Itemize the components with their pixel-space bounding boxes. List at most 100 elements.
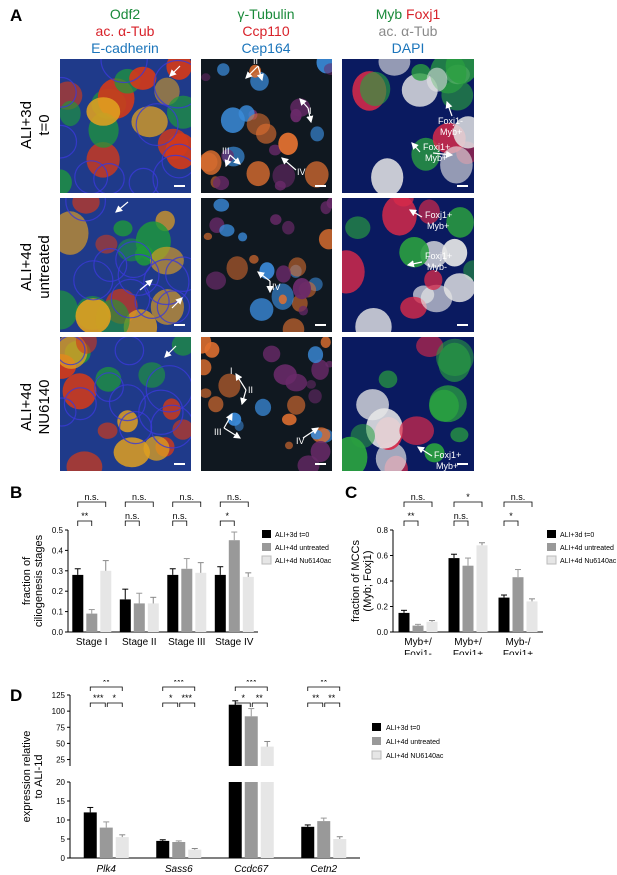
y-tick-label: 0.2: [52, 587, 64, 596]
bar: [167, 574, 179, 632]
cell-blob: [399, 237, 430, 268]
cell-blob: [60, 290, 78, 330]
cell-border: [128, 167, 159, 193]
category-label: Stage III: [168, 637, 205, 648]
significance-bracket: [77, 520, 93, 526]
cell-border: [63, 387, 97, 421]
cell-blob: [342, 436, 368, 471]
cell-border: [94, 372, 124, 402]
y-tick-label: 50: [56, 739, 65, 748]
annotation-label: II: [248, 385, 253, 395]
cell-border: [60, 124, 78, 159]
cell-border: [150, 404, 191, 449]
significance-bracket: [124, 520, 140, 526]
cell-blob: [269, 144, 282, 156]
significance-label: ***: [246, 680, 257, 687]
micrograph-image: [342, 198, 474, 332]
cell-blob: [86, 142, 120, 178]
significance-label: n.s.: [132, 492, 147, 502]
significance-bracket: [179, 702, 196, 707]
category-label: Myb-/: [506, 637, 531, 648]
micrograph-image: [342, 337, 474, 471]
category-label: Myb+/: [404, 637, 432, 648]
cell-blob: [416, 337, 444, 357]
annotation-label: Myb+: [436, 461, 458, 471]
header-line: Myb Foxj1: [342, 6, 474, 23]
header-part: Myb: [375, 6, 407, 22]
cell-blob: [429, 385, 467, 423]
bar: [317, 821, 331, 858]
significance-label: ***: [173, 680, 184, 687]
significance-bracket: [89, 702, 106, 707]
micrograph-image: [201, 59, 332, 193]
cell-border: [143, 258, 190, 306]
header-part: Foxj1: [406, 6, 441, 22]
annotation-label: IV: [272, 282, 281, 292]
significance-label: n.s.: [227, 492, 242, 502]
cell-blob: [276, 265, 291, 283]
cell-blob: [273, 364, 297, 385]
legend-label: ALI+3d t=0: [560, 532, 594, 539]
cell-blob: [307, 346, 324, 364]
cell-blob: [274, 180, 286, 191]
y-tick-label: 100: [52, 707, 66, 716]
significance-label: ***: [181, 693, 192, 703]
micrograph-r3c1: [60, 337, 191, 471]
cell-blob: [323, 63, 332, 75]
cell-border: [152, 154, 191, 193]
cell-blob: [320, 201, 332, 215]
y-axis-label-line: fraction of: [21, 556, 33, 605]
cell-border: [153, 59, 191, 109]
chart-d: 0 5 10 15 20 25 50 75 100 125 expression relativet…: [21, 680, 444, 875]
legend-swatch: [371, 750, 382, 760]
panel-c-label: C: [345, 483, 358, 502]
legend-swatch: [262, 530, 271, 538]
y-axis-label-line: fraction of MCCs: [350, 540, 362, 622]
significance-label: **: [256, 693, 264, 703]
annotation-label: III: [214, 427, 222, 437]
cell-blob: [411, 64, 431, 81]
header-line: Cep164: [241, 40, 291, 56]
significance-label: **: [312, 693, 320, 703]
header-line: γ-Tubulin: [237, 6, 295, 22]
y-tick-label: 0.0: [52, 628, 64, 637]
cell-blob: [355, 308, 392, 332]
significance-bracket: [77, 501, 107, 507]
y-axis-label-line: to ALI-1d: [33, 754, 45, 798]
cell-border: [161, 143, 191, 179]
category-label: Stage IV: [215, 637, 254, 648]
significance-label: *: [112, 693, 116, 703]
significance-bracket: [162, 702, 179, 707]
cell-blob: [424, 443, 445, 463]
legend-label: ALI+3d t=0: [275, 532, 309, 539]
cell-blob: [382, 198, 417, 236]
cell-blob: [171, 337, 191, 356]
category-label: Stage I: [76, 637, 108, 648]
bar: [512, 577, 524, 632]
y-tick-label: 15: [56, 797, 65, 806]
y-tick-label: 0.2: [377, 603, 389, 612]
cell-blob: [378, 59, 411, 76]
column-header-3: Myb Foxj1 ac. α-Tub DAPI: [342, 6, 474, 57]
chart-b: 0.0 0.1 0.2 0.3 0.4 0.5 fraction ofciliogenesi…: [21, 492, 332, 648]
cell-blob: [201, 73, 211, 82]
bar: [462, 565, 474, 632]
bar: [301, 826, 315, 858]
significance-label: **: [81, 511, 89, 521]
bar: [426, 621, 438, 632]
cell-blob: [154, 77, 180, 106]
significance-bracket: [89, 686, 123, 691]
cell-blob: [226, 256, 248, 280]
category-label: Foxj1+: [453, 649, 483, 655]
cell-blob: [75, 298, 111, 332]
cell-blob: [249, 254, 259, 264]
micrograph-r2c3: [342, 198, 474, 332]
cell-blob: [66, 451, 103, 471]
header-line: Ccp110: [242, 23, 290, 39]
cell-blob: [306, 380, 316, 389]
annotation-label: I: [230, 366, 233, 376]
cell-blob: [86, 97, 121, 126]
bar: [476, 545, 488, 632]
micrograph-r3c2: [201, 337, 332, 471]
